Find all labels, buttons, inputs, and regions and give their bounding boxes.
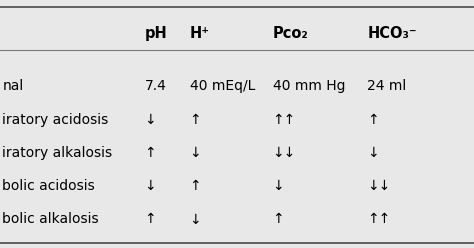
Text: ↑↑: ↑↑ — [367, 213, 391, 226]
Text: 24 ml: 24 ml — [367, 79, 407, 93]
Text: 7.4: 7.4 — [145, 79, 166, 93]
Text: ↓: ↓ — [145, 179, 156, 193]
Text: pH: pH — [145, 26, 167, 41]
Text: H⁺: H⁺ — [190, 26, 210, 41]
Text: ↑: ↑ — [367, 113, 379, 127]
Text: ↑: ↑ — [190, 179, 201, 193]
Text: Pco₂: Pco₂ — [273, 26, 308, 41]
Text: ↑: ↑ — [145, 213, 156, 226]
Text: ↓: ↓ — [273, 179, 284, 193]
Text: bolic acidosis: bolic acidosis — [2, 179, 95, 193]
Text: bolic alkalosis: bolic alkalosis — [2, 213, 99, 226]
Text: 40 mEq/L: 40 mEq/L — [190, 79, 255, 93]
Text: ↓: ↓ — [145, 113, 156, 127]
Text: iratory alkalosis: iratory alkalosis — [2, 146, 112, 159]
Text: ↓: ↓ — [190, 213, 201, 226]
Text: ↑: ↑ — [273, 213, 284, 226]
Text: ↓: ↓ — [190, 146, 201, 159]
Text: nal: nal — [2, 79, 24, 93]
Text: 40 mm Hg: 40 mm Hg — [273, 79, 345, 93]
Text: ↑↑: ↑↑ — [273, 113, 296, 127]
Text: ↑: ↑ — [145, 146, 156, 159]
Text: ↓↓: ↓↓ — [367, 179, 391, 193]
Text: ↑: ↑ — [190, 113, 201, 127]
Text: HCO₃⁻: HCO₃⁻ — [367, 26, 417, 41]
Text: ↓: ↓ — [367, 146, 379, 159]
Text: ↓↓: ↓↓ — [273, 146, 296, 159]
Text: iratory acidosis: iratory acidosis — [2, 113, 109, 127]
